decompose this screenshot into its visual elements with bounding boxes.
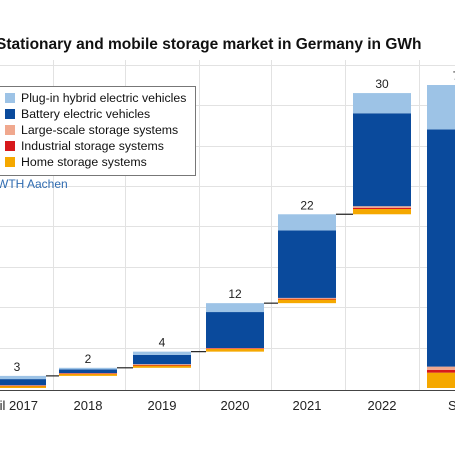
x-tick-label: 2022 bbox=[368, 398, 397, 413]
bar-total-label: 30 bbox=[375, 77, 389, 91]
bar-segment bbox=[59, 373, 117, 374]
bar-total-label: 7 bbox=[453, 69, 455, 83]
bar-segment bbox=[353, 93, 411, 114]
bar-segment bbox=[353, 113, 411, 207]
bar-segment bbox=[353, 206, 411, 208]
legend-swatch bbox=[5, 109, 15, 119]
legend-label: Battery electric vehicles bbox=[21, 107, 151, 121]
bar-total-label: 2 bbox=[85, 352, 92, 366]
x-tick-label: 2018 bbox=[74, 398, 103, 413]
legend-label: Large-scale storage systems bbox=[21, 123, 179, 137]
bar-segment bbox=[59, 369, 117, 374]
bar-segment bbox=[278, 230, 336, 298]
legend-label: Plug-in hybrid electric vehicles bbox=[21, 91, 187, 105]
chart-legend: Plug-in hybrid electric vehicles Battery… bbox=[0, 86, 196, 176]
bar-total-label: 22 bbox=[300, 198, 314, 212]
x-tick-label: 2020 bbox=[221, 398, 250, 413]
bar-total-label: 12 bbox=[228, 287, 242, 301]
bar-segment bbox=[353, 207, 411, 210]
bar-segment bbox=[59, 373, 117, 375]
x-tick-label: 2021 bbox=[293, 398, 322, 413]
bar-segment bbox=[278, 214, 336, 231]
bar-segment bbox=[206, 303, 264, 313]
legend-swatch bbox=[5, 141, 15, 151]
bar-segment bbox=[133, 354, 191, 365]
bar-segment bbox=[427, 369, 455, 373]
bar-segment bbox=[278, 297, 336, 299]
bar-segment bbox=[278, 298, 336, 300]
bar-segment bbox=[133, 351, 191, 355]
bar-segment bbox=[427, 366, 455, 370]
legend-swatch bbox=[5, 157, 15, 167]
bar-segment bbox=[0, 385, 46, 386]
bar-segment bbox=[0, 385, 46, 388]
x-tick-label: 2019 bbox=[148, 398, 177, 413]
x-tick-label: til 2017 bbox=[0, 398, 38, 413]
bar-segment bbox=[206, 348, 264, 350]
bar-segment bbox=[206, 312, 264, 349]
bar-segment bbox=[59, 367, 117, 370]
bar-segment bbox=[278, 299, 336, 304]
bar-segment bbox=[0, 375, 46, 380]
bar-segment bbox=[0, 379, 46, 386]
bar-segment bbox=[427, 85, 455, 130]
bar-segment bbox=[133, 364, 191, 366]
bar-segment bbox=[353, 209, 411, 215]
chart-source-note: WTH Aachen bbox=[0, 177, 68, 191]
bar-total-label: 4 bbox=[159, 336, 166, 350]
chart-title: Stationary and mobile storage market in … bbox=[0, 36, 422, 53]
bar-total-label: 3 bbox=[14, 360, 21, 374]
bar-segment bbox=[427, 129, 455, 367]
x-tick-label: Su bbox=[448, 398, 455, 413]
bar-segment bbox=[133, 364, 191, 365]
bar-segment bbox=[133, 365, 191, 368]
legend-label: Industrial storage systems bbox=[21, 139, 164, 153]
bar-segment bbox=[59, 373, 117, 376]
legend-swatch bbox=[5, 125, 15, 135]
bar-segment bbox=[206, 348, 264, 349]
bar-segment bbox=[427, 372, 455, 388]
bar-segment bbox=[206, 348, 264, 352]
legend-label: Home storage systems bbox=[21, 155, 147, 169]
bar-segment bbox=[0, 385, 46, 387]
legend-swatch bbox=[5, 93, 15, 103]
